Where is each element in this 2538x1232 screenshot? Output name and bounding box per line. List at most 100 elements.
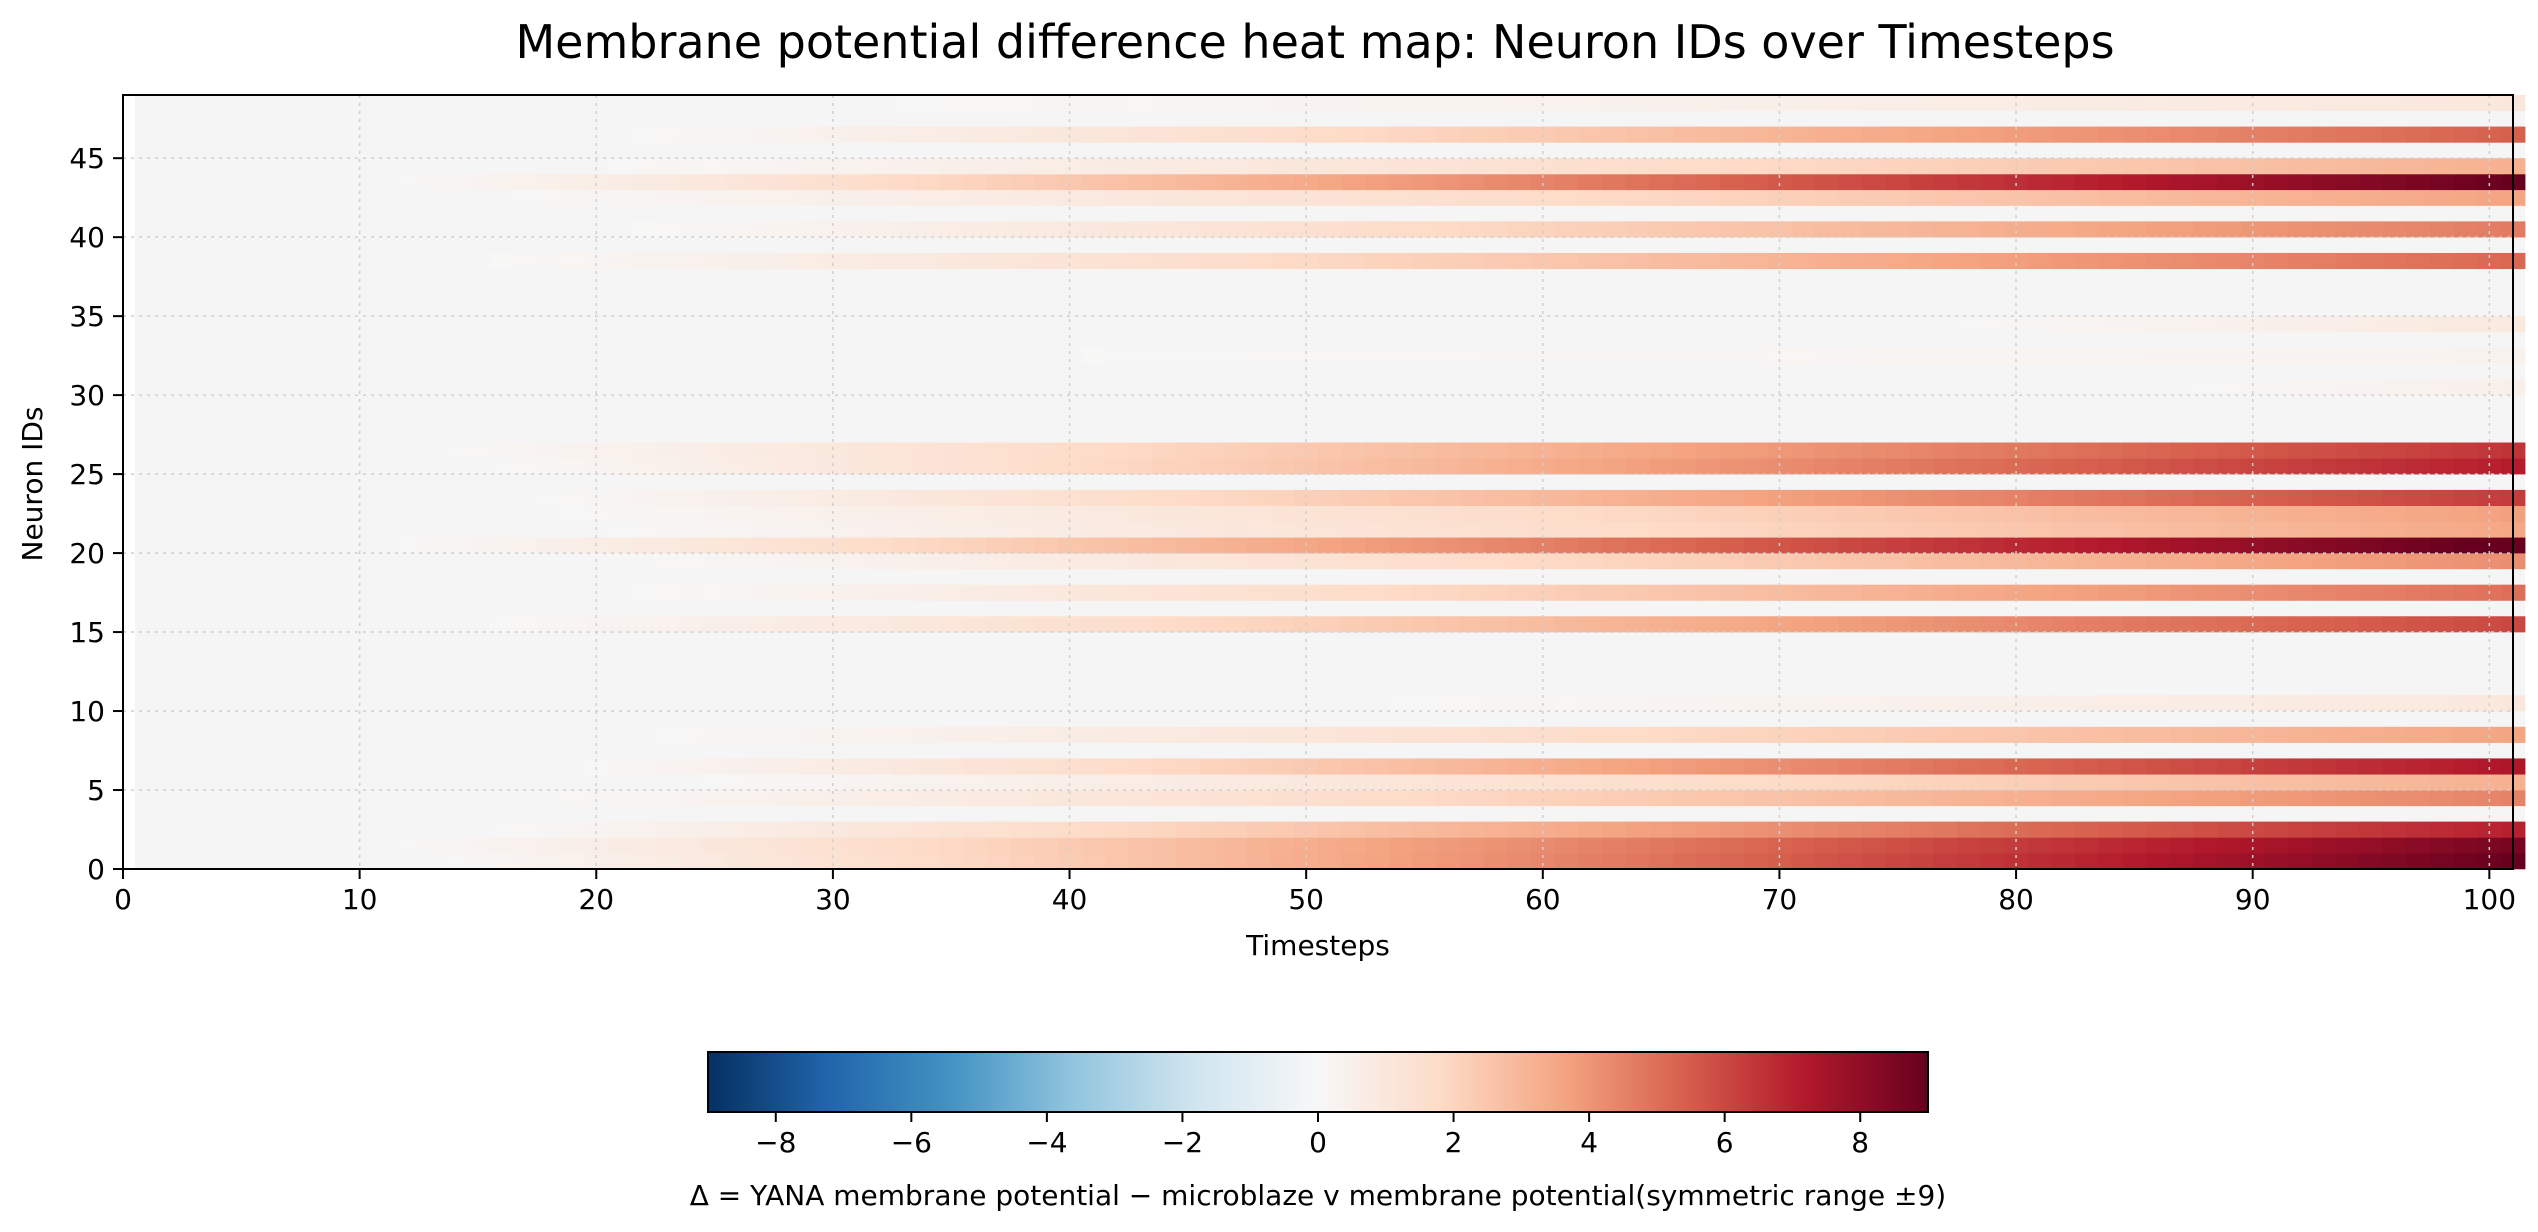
heatmap-cell (1838, 821, 1863, 838)
heatmap-cell (2193, 316, 2218, 333)
heatmap-cell (1530, 853, 1556, 870)
heatmap-cell (1105, 95, 1130, 112)
heatmap-cell (844, 489, 869, 506)
heatmap-cell (1720, 837, 1745, 854)
heatmap-cell (868, 584, 893, 601)
heatmap-cell (1318, 221, 1343, 238)
heatmap-cell (2453, 758, 2479, 775)
heatmap-cell (2146, 442, 2171, 459)
heatmap-cell (537, 189, 562, 206)
heatmap-cell (986, 553, 1011, 570)
heatmap-cell (2027, 616, 2053, 633)
heatmap-cell (2169, 189, 2195, 206)
heatmap-cell (892, 158, 917, 175)
heatmap-cell (2430, 616, 2455, 633)
heatmap-cell (915, 853, 940, 870)
heatmap-cell (2430, 821, 2455, 838)
heatmap-cell (797, 837, 822, 854)
heatmap-cell (1554, 158, 1579, 175)
heatmap-cell (2288, 584, 2313, 601)
heatmap-cell (702, 837, 728, 854)
heatmap-cell (2051, 189, 2076, 206)
heatmap-cell (821, 821, 846, 838)
heatmap-cell (1980, 695, 2005, 712)
heatmap-cell (1436, 553, 1461, 570)
heatmap-cell (1885, 505, 1911, 522)
heatmap-cell (2217, 853, 2242, 870)
heatmap-cell (1743, 758, 1769, 775)
heatmap-cell (1554, 173, 1579, 191)
heatmap-cell (1459, 126, 1485, 143)
heatmap-cell (1341, 726, 1366, 743)
heatmap-cell (2146, 774, 2171, 791)
heatmap-cell (1365, 458, 1390, 475)
heatmap-cell (1885, 489, 1911, 506)
heatmap-cell (1625, 553, 1650, 570)
heatmap-cell (1530, 774, 1556, 791)
heatmap-cell (2264, 458, 2289, 475)
heatmap-cell (679, 158, 704, 175)
heatmap-cell (2430, 316, 2455, 333)
heatmap-cell (939, 158, 964, 175)
heatmap-cell (1909, 252, 1934, 270)
heatmap-cell (1838, 726, 1863, 743)
heatmap-cell (2122, 95, 2147, 112)
heatmap-cell (1649, 173, 1674, 191)
heatmap-cell (1838, 537, 1863, 554)
heatmap-cell (2122, 173, 2147, 191)
heatmap-cell (797, 537, 822, 554)
heatmap-cell (1814, 553, 1840, 570)
heatmap-cell (2004, 252, 2029, 270)
heatmap-cell (1578, 758, 1603, 775)
heatmap-cell (466, 537, 491, 554)
heatmap-cell (1483, 95, 1508, 112)
heatmap-cell (1743, 853, 1769, 870)
heatmap-cell (2382, 616, 2408, 633)
heatmap-cell (1578, 442, 1603, 459)
heatmap-cell (986, 221, 1011, 238)
heatmap-cell (1223, 126, 1248, 143)
heatmap-cell (1814, 173, 1840, 191)
heatmap-cell (844, 158, 869, 175)
heatmap-cell (915, 537, 940, 554)
heatmap-cell (1838, 695, 1863, 712)
heatmap-row-23 (537, 489, 2526, 506)
heatmap-cell (1909, 837, 1934, 854)
heatmap-cell (1862, 221, 1887, 238)
heatmap-cell (1010, 553, 1035, 570)
heatmap-cell (560, 458, 586, 475)
heatmap-cell (1885, 458, 1911, 475)
heatmap-cell (963, 774, 988, 791)
heatmap-cell (489, 821, 515, 838)
heatmap-cell (915, 821, 940, 838)
heatmap-cell (1483, 821, 1508, 838)
heatmap-cell (726, 774, 751, 791)
colorbar (707, 1051, 1929, 1113)
heatmap-cell (2288, 853, 2313, 870)
heatmap-cell (2382, 189, 2408, 206)
heatmap-cell (2382, 505, 2408, 522)
heatmap-cell (2075, 173, 2100, 191)
heatmap-cell (726, 758, 751, 775)
heatmap-cell (1696, 458, 1721, 475)
heatmap-cell (1649, 726, 1674, 743)
heatmap-cell (560, 853, 586, 870)
heatmap-cell (1081, 347, 1106, 364)
heatmap-cell (1601, 158, 1627, 175)
heatmap-cell (1885, 442, 1911, 459)
heatmap-cell (2335, 695, 2360, 712)
heatmap-cell (2122, 790, 2147, 807)
heatmap-cell (1199, 189, 1224, 206)
heatmap-cell (1554, 442, 1579, 459)
heatmap-cell (1649, 221, 1674, 238)
heatmap-cell (1436, 489, 1461, 506)
heatmap-cell (1838, 126, 1863, 143)
heatmap-cell (1105, 158, 1130, 175)
heatmap-cell (1105, 837, 1130, 854)
heatmap-cell (2453, 173, 2479, 191)
heatmap-cell (1459, 853, 1485, 870)
heatmap-cell (2335, 584, 2360, 601)
heatmap-cell (2146, 189, 2171, 206)
heatmap-cell (1010, 616, 1035, 633)
colorbar-label: Δ = YANA membrane potential − microblaze… (690, 1179, 1946, 1212)
